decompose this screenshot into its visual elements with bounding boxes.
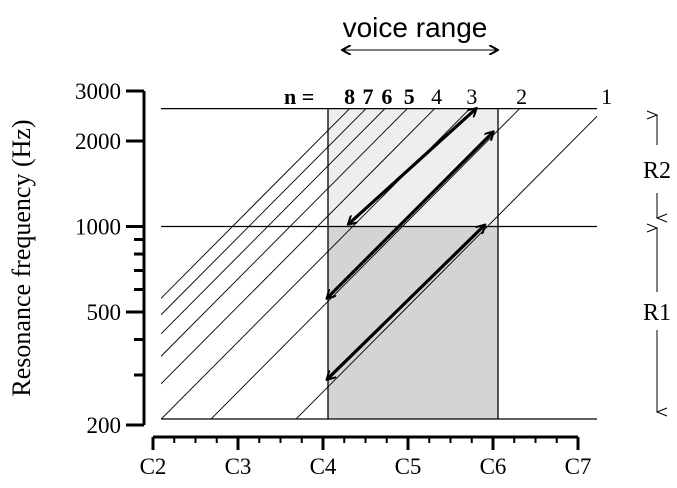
harmonic-label-n4: 4 — [431, 84, 442, 109]
labels-layer: Resonance frequency (Hz) voice range n =… — [7, 12, 671, 479]
x-tick-label-C2: C2 — [140, 454, 167, 479]
x-tick-label-C7: C7 — [565, 454, 592, 479]
harmonic-label-n8: 8 — [344, 84, 355, 109]
regions-layer — [328, 108, 498, 419]
harmonic-label-n7: 7 — [362, 84, 373, 109]
r1-label: R1 — [643, 300, 671, 326]
harmonic-line-n8 — [161, 108, 351, 299]
x-tick-label-C4: C4 — [310, 454, 337, 479]
arrows-layer — [327, 50, 657, 412]
y-tick-label-500: 500 — [87, 300, 122, 325]
harmonic-label-n2: 2 — [516, 84, 527, 109]
harmonic-label-n5: 5 — [404, 84, 415, 109]
harmonic-label-n1: 1 — [601, 84, 612, 109]
x-tick-label-C6: C6 — [480, 454, 507, 479]
region-r1 — [328, 226, 498, 419]
y-tick-label-1000: 1000 — [75, 214, 121, 239]
y-tick-label-2000: 2000 — [75, 129, 121, 154]
x-tick-label-C5: C5 — [395, 454, 422, 479]
r2-label: R2 — [643, 158, 671, 184]
y-tick-label-200: 200 — [87, 413, 122, 438]
axes-layer — [126, 89, 580, 450]
harmonic-label-n3: 3 — [466, 84, 477, 109]
y-tick-label-3000: 3000 — [75, 79, 121, 104]
harmonic-label-n6: 6 — [381, 84, 392, 109]
resonance-arrow-3 — [327, 225, 484, 379]
harmonic-prefix-label: n = — [284, 84, 314, 109]
y-axis-label: Resonance frequency (Hz) — [7, 119, 36, 396]
voice-range-label: voice range — [343, 12, 488, 43]
x-tick-label-C3: C3 — [225, 454, 252, 479]
